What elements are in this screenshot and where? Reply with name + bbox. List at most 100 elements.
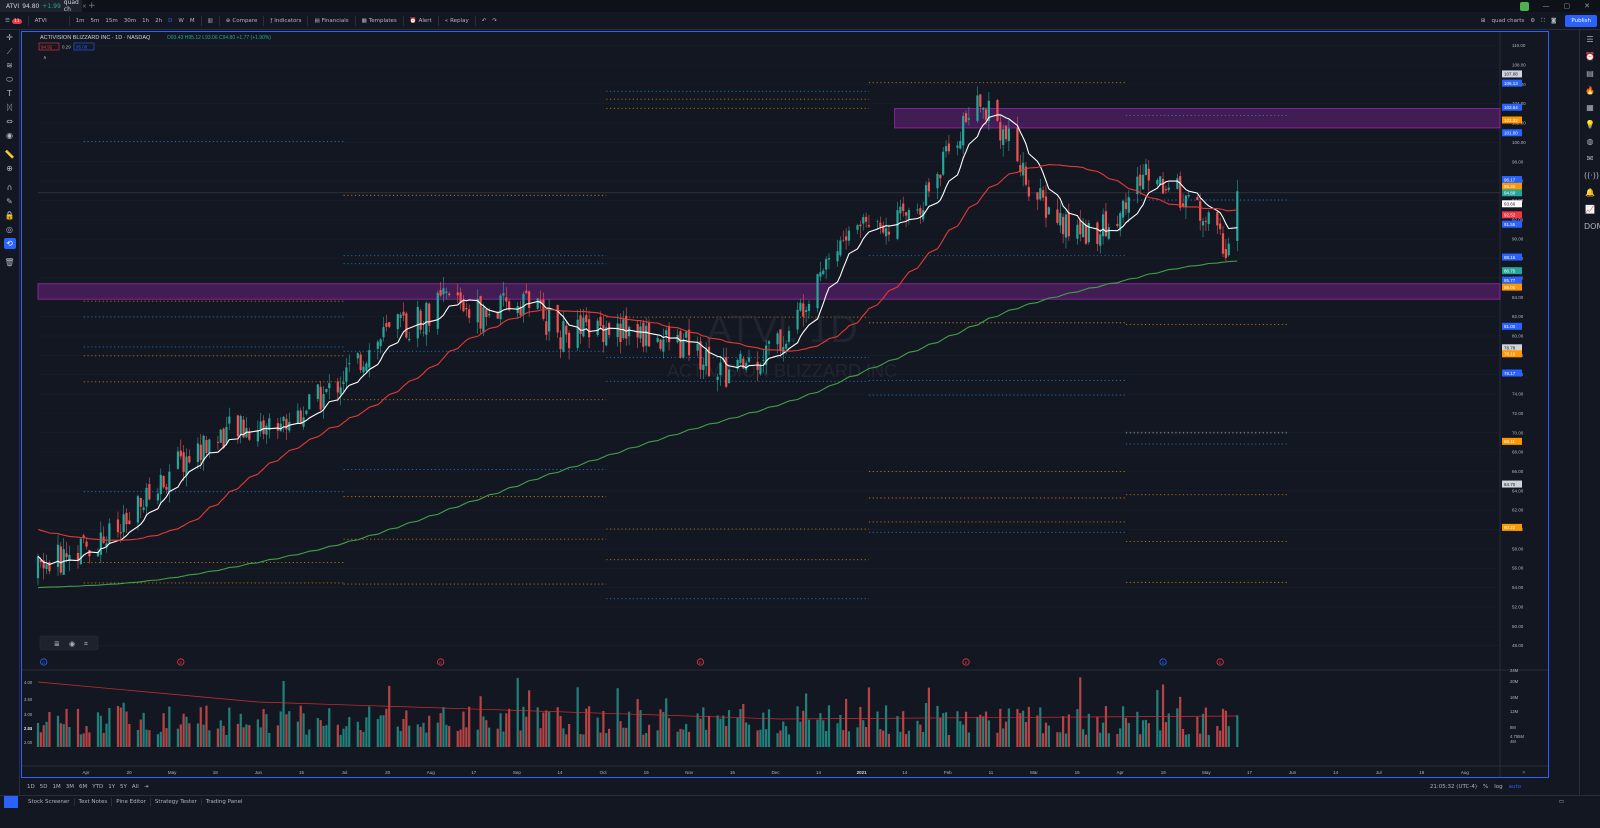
trend-line-icon[interactable]: ⟋ xyxy=(6,47,13,56)
quick-toolbar-icon[interactable]: ≣ xyxy=(54,640,60,648)
app-icon[interactable] xyxy=(1519,1,1529,11)
financials-button[interactable]: ▤ Financials xyxy=(311,18,351,24)
compare-button[interactable]: ⊕ Compare xyxy=(223,18,261,24)
interval-m[interactable]: M xyxy=(189,18,195,24)
alert-button[interactable]: ⏰ Alert xyxy=(407,18,435,24)
trash-icon[interactable]: 🗑 xyxy=(4,258,15,267)
range-1y[interactable]: 1Y xyxy=(108,783,116,790)
range-5y[interactable]: 5Y xyxy=(120,783,127,790)
range-3m[interactable]: 3M xyxy=(65,783,74,790)
chevron-right-icon[interactable]: » xyxy=(1522,769,1526,776)
templates-button[interactable]: ▦ Templates xyxy=(359,18,400,24)
quick-frame-icon[interactable]: ⌗ xyxy=(84,640,88,648)
interval-30m[interactable]: 30m xyxy=(123,18,137,24)
ideas-icon[interactable]: 💡 xyxy=(1585,120,1595,129)
candle-body xyxy=(1116,223,1119,226)
maximize-button[interactable]: ▢ xyxy=(1563,2,1571,10)
settings-button[interactable]: ⚙ xyxy=(1527,18,1538,24)
tab-trading-panel[interactable]: Trading Panel xyxy=(205,799,243,805)
price-tag-label: 85.05 xyxy=(1504,285,1516,290)
hide-icon[interactable]: ◎ xyxy=(6,225,13,234)
sync-drawings-icon[interactable]: ⟲ xyxy=(3,238,16,249)
close-button[interactable]: ✕ xyxy=(1584,2,1590,10)
scroll-right-button[interactable]: » xyxy=(1522,769,1526,776)
log-toggle[interactable]: log xyxy=(1494,783,1503,790)
legend-collapse-icon[interactable]: ∧ xyxy=(43,55,47,61)
redo-button[interactable]: ↷ xyxy=(489,18,500,24)
range-1d[interactable]: 1D xyxy=(27,783,35,790)
range-1m[interactable]: 1M xyxy=(52,783,61,790)
chart-type-button[interactable]: ▥ xyxy=(205,18,216,24)
lock-icon[interactable]: 🔒 xyxy=(4,211,15,220)
interval-1m[interactable]: 1m xyxy=(75,18,85,24)
interval-15m[interactable]: 15m xyxy=(105,18,118,24)
fullscreen-button[interactable]: ⛶ xyxy=(1538,18,1548,25)
broadcast-icon[interactable]: ((·)) xyxy=(1584,171,1600,180)
tab-strategy-tester[interactable]: Strategy Tester xyxy=(154,799,197,805)
indicators-button[interactable]: ƒ Indicators xyxy=(267,18,304,24)
eye-icon[interactable]: ◉ xyxy=(6,131,13,140)
tab-stock-screener[interactable]: Stock Screener xyxy=(28,799,70,805)
crosshair-icon[interactable]: ✛ xyxy=(6,33,13,42)
ruler-icon[interactable]: 📏 xyxy=(4,150,15,159)
range-all[interactable]: All xyxy=(131,783,139,790)
pattern-icon[interactable]: ᛞ xyxy=(7,103,12,112)
hotlists-icon[interactable]: 🔥 xyxy=(1585,86,1595,95)
range-5d[interactable]: 5D xyxy=(39,783,48,790)
symbol-search[interactable]: ATVI xyxy=(34,18,47,24)
chart-area[interactable]: ATVI, 1D ACTIVISION BLIZZARD INC D E E E E D E… xyxy=(21,31,1549,778)
streams-icon[interactable]: ◍ xyxy=(1586,137,1594,146)
percent-toggle[interactable]: % xyxy=(1482,783,1489,790)
volume-bar xyxy=(179,724,182,747)
interval-5m[interactable]: 5m xyxy=(90,18,100,24)
interval-d[interactable]: D xyxy=(168,18,173,24)
chart-tab[interactable]: ATVI 94.80 +1.99 quad ch × xyxy=(0,0,87,13)
volume-bar xyxy=(779,730,782,747)
text-icon[interactable]: T xyxy=(7,89,12,98)
order-panel-icon[interactable]: DOM xyxy=(1584,222,1600,231)
interval-2h[interactable]: 2h xyxy=(155,18,163,24)
layout-select[interactable]: ⊞ xyxy=(1478,18,1489,24)
publish-button[interactable]: Publish xyxy=(1565,15,1597,27)
volume-bar xyxy=(842,730,845,747)
tab-close-icon[interactable]: × xyxy=(81,2,87,10)
tab-text-notes[interactable]: Text Notes xyxy=(78,799,108,805)
new-tab-button[interactable]: + xyxy=(88,1,96,11)
prediction-icon[interactable]: ⇔ xyxy=(6,117,13,126)
watchlist-icon[interactable]: ☰ xyxy=(1586,35,1594,44)
volume-bar xyxy=(956,711,959,747)
zoom-icon[interactable]: ⊕ xyxy=(6,164,13,173)
auto-toggle[interactable]: auto xyxy=(1508,783,1521,790)
alerts-icon[interactable]: ⏰ xyxy=(1585,52,1595,61)
candle-body xyxy=(839,240,842,256)
notifications-icon[interactable]: 🔔 xyxy=(1585,188,1595,197)
price-tag xyxy=(1502,176,1522,184)
undo-button[interactable]: ↶ xyxy=(479,18,490,24)
price-tag-label: 93.66 xyxy=(1504,202,1516,207)
range-6m[interactable]: 6M xyxy=(78,783,88,790)
calendar-icon[interactable]: ▦ xyxy=(1586,103,1594,112)
data-window-icon[interactable]: ▤ xyxy=(1586,69,1594,78)
fib-icon[interactable]: ≋ xyxy=(6,61,13,70)
chat-icon[interactable]: ✉ xyxy=(1586,154,1594,163)
drawing-quick-toolbar[interactable]: ≣ ◉ ⌗ xyxy=(39,635,99,651)
screener-icon[interactable]: 📈 xyxy=(1585,205,1595,214)
tab-pine-editor[interactable]: Pine Editor xyxy=(116,799,146,805)
menu-icon[interactable]: ☰ 11 xyxy=(5,18,22,24)
minimize-button[interactable]: — xyxy=(1542,2,1550,10)
magnet-icon[interactable]: ∩ xyxy=(6,183,13,192)
clock[interactable]: 21:05:32 (UTC-4) xyxy=(1429,783,1477,790)
stay-drawing-icon[interactable]: ✎ xyxy=(6,197,13,206)
candle-body xyxy=(485,309,488,318)
shapes-icon[interactable]: ⬭ xyxy=(6,75,13,84)
layout-name[interactable]: quad charts xyxy=(1491,18,1525,24)
interval-w[interactable]: W xyxy=(178,18,184,24)
goto-date-icon[interactable]: ⇥ xyxy=(143,783,149,790)
price-chart[interactable]: ATVI, 1D ACTIVISION BLIZZARD INC D E E E E D E… xyxy=(22,32,1548,777)
interval-1h[interactable]: 1h xyxy=(142,18,150,24)
quick-eye-icon[interactable]: ◉ xyxy=(69,640,75,648)
expand-panel-icon[interactable]: ▭ xyxy=(1558,799,1564,805)
replay-button[interactable]: «Replay xyxy=(442,18,472,24)
range-ytd[interactable]: YTD xyxy=(92,783,104,790)
snapshot-button[interactable]: ◙ xyxy=(1548,18,1559,24)
